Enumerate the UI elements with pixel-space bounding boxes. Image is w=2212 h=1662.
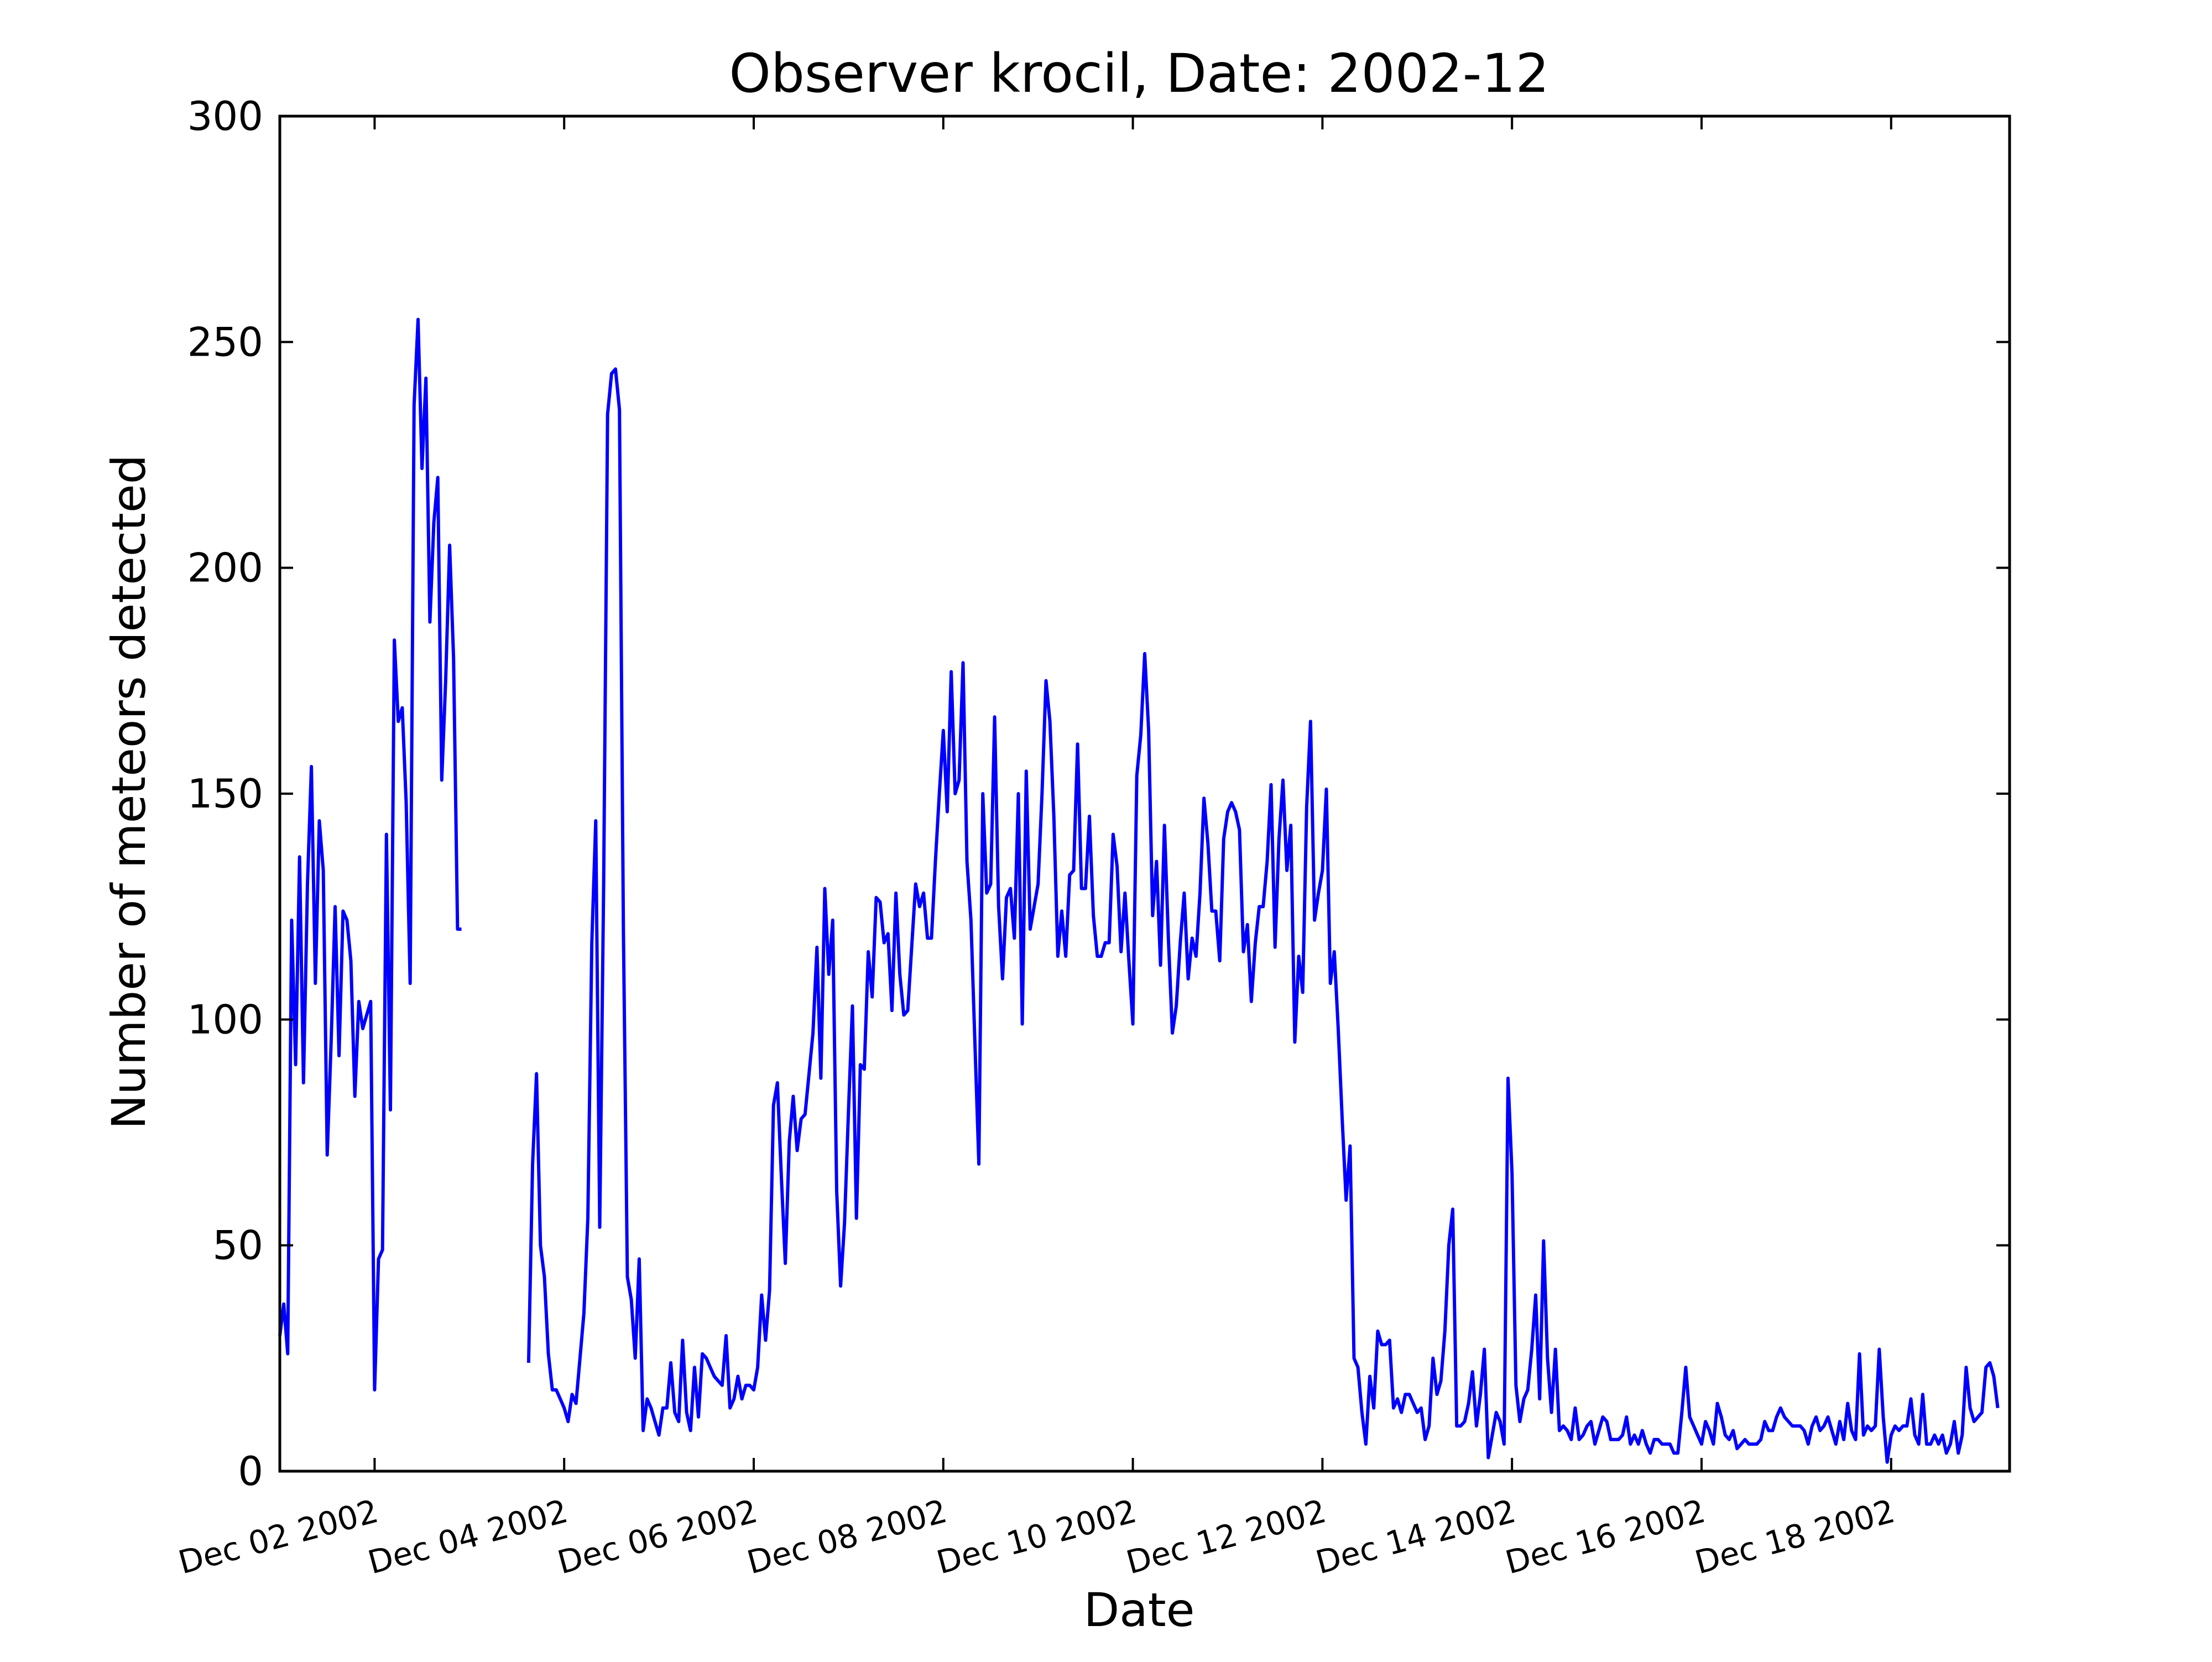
y-tick-label: 150 <box>187 770 263 817</box>
x-axis-label: Date <box>1084 1583 1195 1637</box>
y-tick-label: 100 <box>187 996 263 1043</box>
y-axis-label: Number of meteors detected <box>102 455 156 1129</box>
y-tick-label: 300 <box>187 93 263 139</box>
y-tick-label: 250 <box>187 319 263 365</box>
series-line-segment-1 <box>278 317 462 1392</box>
y-tick-label: 0 <box>238 1448 263 1494</box>
series-line-segment-2 <box>526 367 2000 1464</box>
y-tick-label: 50 <box>212 1222 263 1269</box>
chart-title: Observer krocil, Date: 2002-12 <box>729 43 1549 105</box>
y-tick-label: 200 <box>187 545 263 591</box>
series-layer <box>278 317 2000 1464</box>
